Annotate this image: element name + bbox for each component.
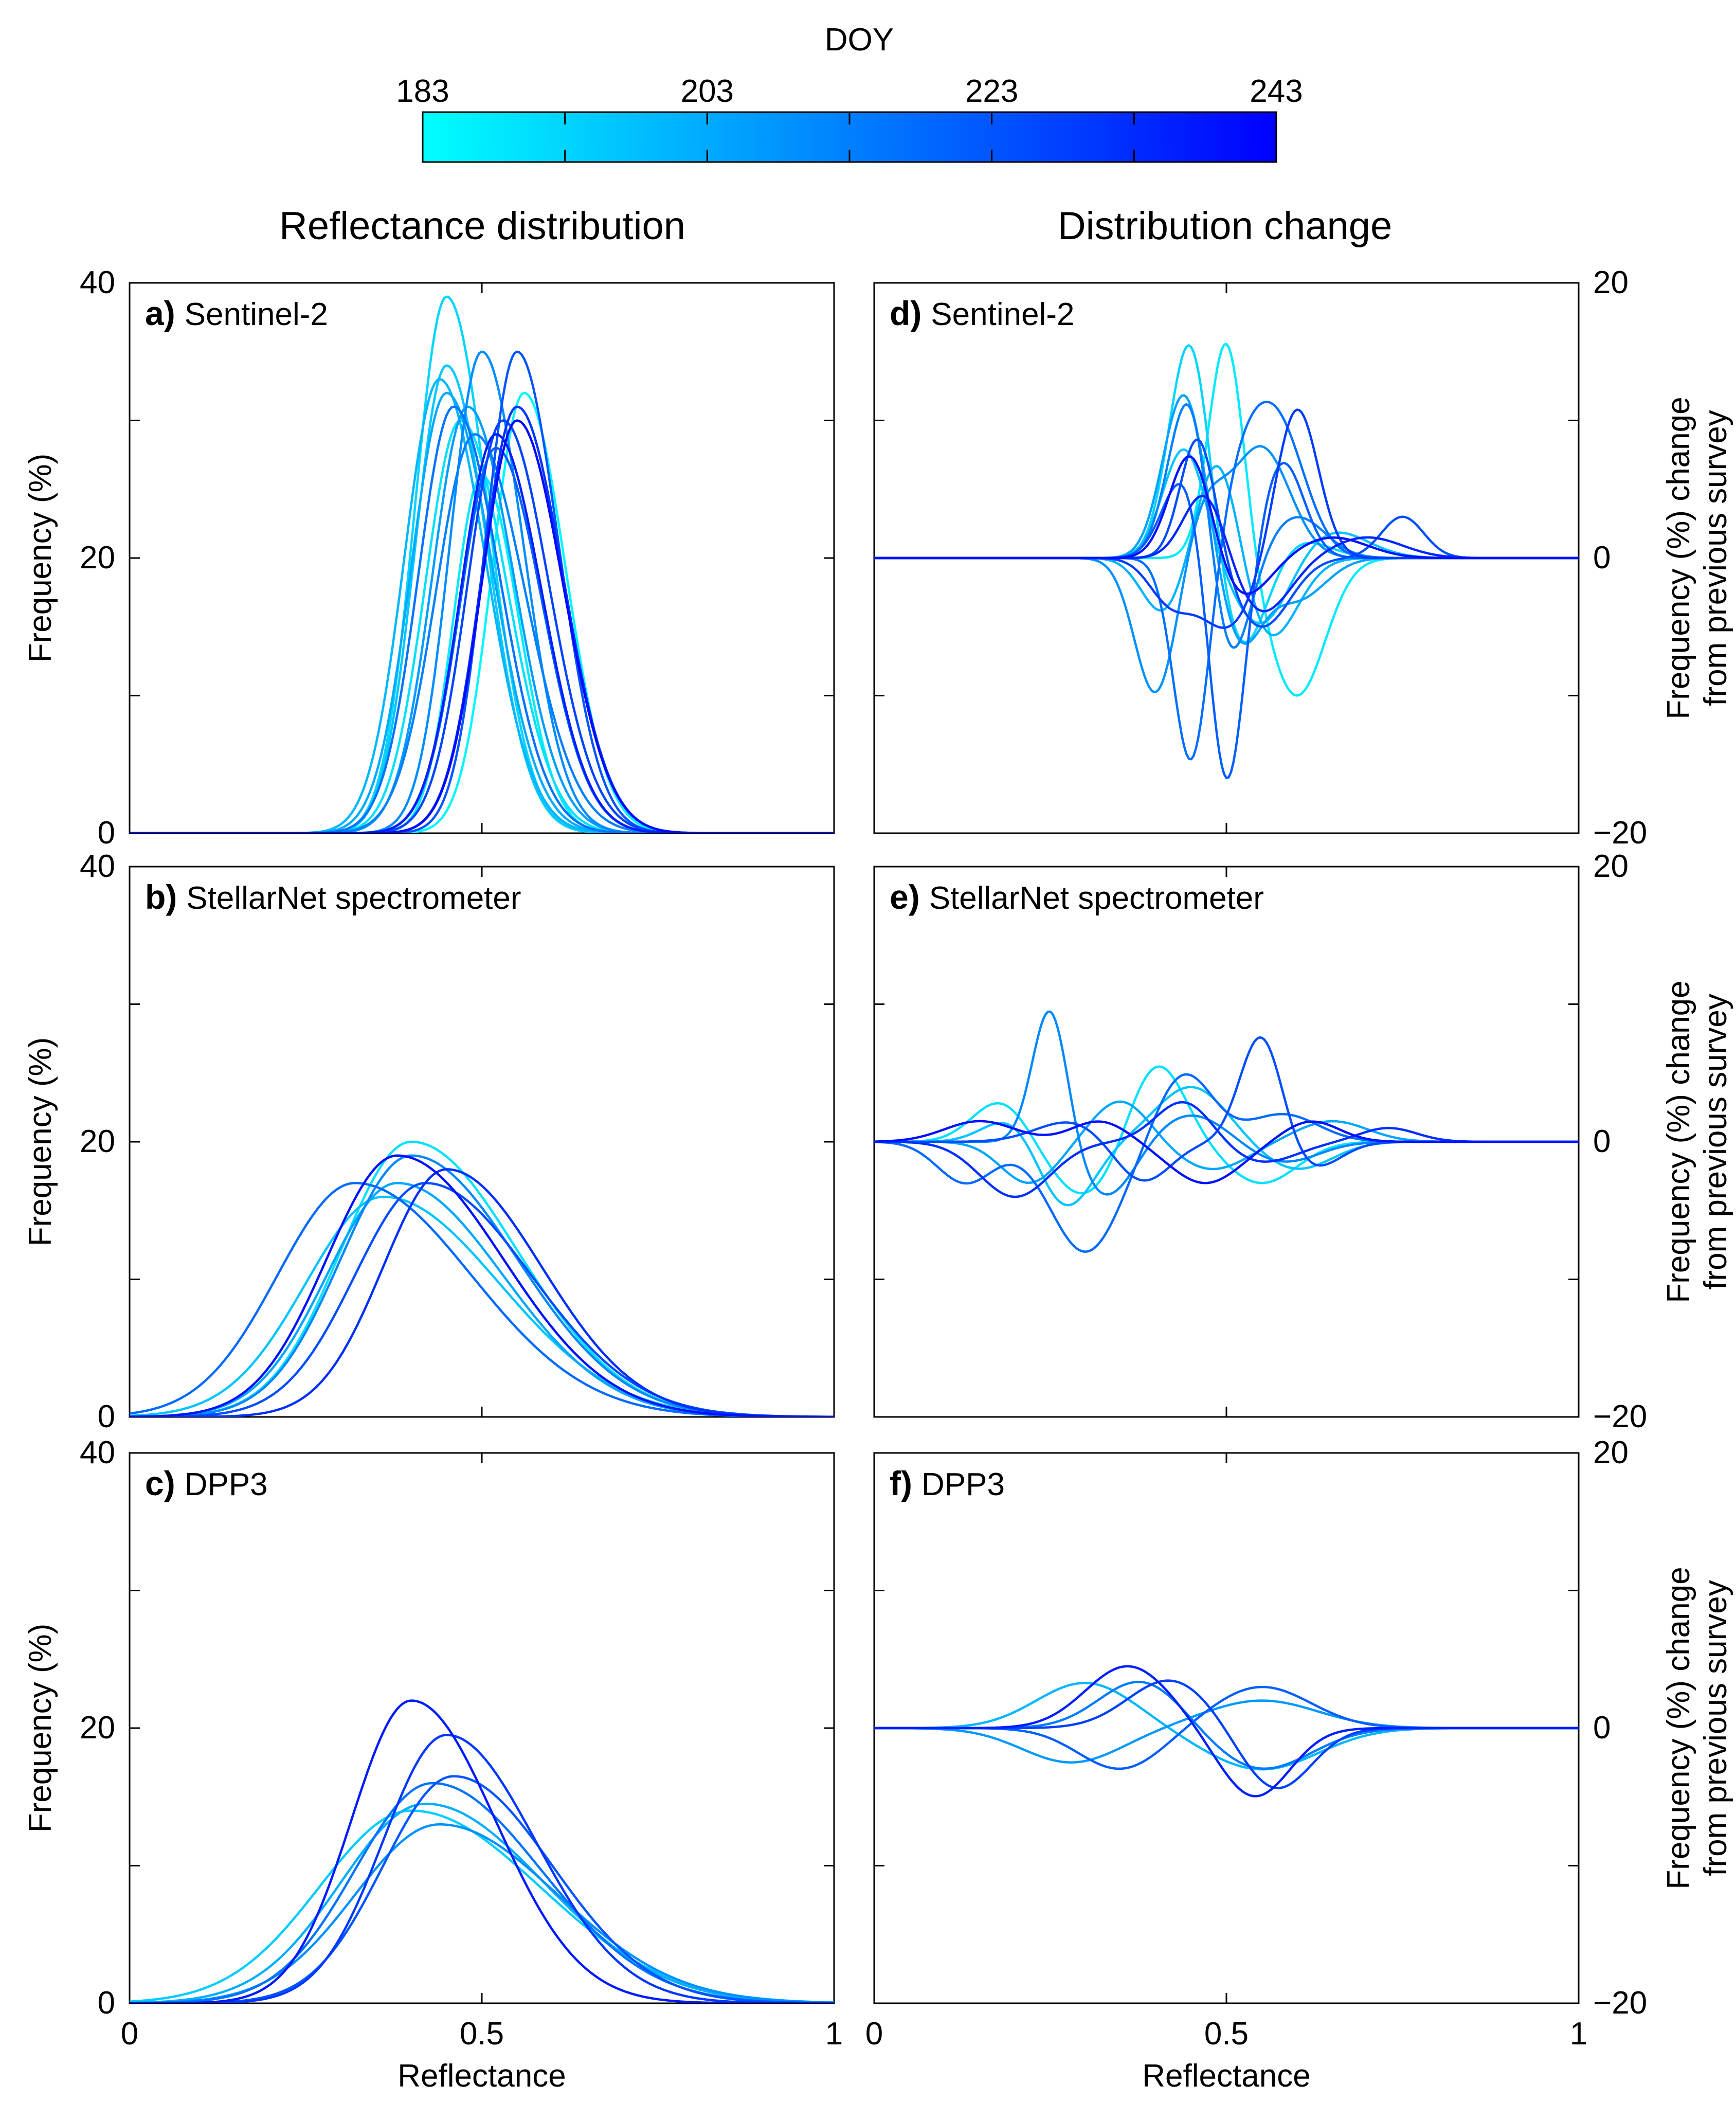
y-axis-label: Frequency (%) changefrom previous survey xyxy=(1661,397,1733,719)
y-axis-label: Frequency (%) xyxy=(23,1624,58,1833)
y-tick-label: 0 xyxy=(98,1985,115,2021)
x-tick-label: 0.5 xyxy=(1204,2016,1249,2052)
series-line-doy-214 xyxy=(874,1681,1579,1770)
colorbar-tick-label: 183 xyxy=(396,74,449,109)
colorbar-tick-label: 243 xyxy=(1250,74,1303,109)
series-line-doy-206 xyxy=(130,405,834,833)
x-axis-label: Reflectance xyxy=(397,2058,566,2094)
y-tick-label: 20 xyxy=(1593,265,1629,300)
right-column-title: Distribution change xyxy=(1058,204,1393,248)
x-tick-label: 1 xyxy=(825,2016,843,2052)
y-tick-label: 0 xyxy=(98,815,115,851)
colorbar-title: DOY xyxy=(825,22,894,58)
y-tick-label: 20 xyxy=(80,540,115,576)
panel-title: a) Sentinel-2 xyxy=(145,294,328,332)
y-tick-label: 20 xyxy=(80,1124,115,1159)
series-line-doy-210 xyxy=(130,350,834,833)
series-line-doy-232 xyxy=(130,1168,834,1417)
panel-frame xyxy=(129,282,835,834)
colorbar-ticks: 183 203 223 243 xyxy=(396,74,1303,162)
panel-b-stellarnet-distribution: 0 20 40 Frequency (%) b) StellarNet spectrome… xyxy=(23,849,835,1434)
x-tick-label: 0 xyxy=(865,2016,883,2052)
panel-frame xyxy=(129,866,835,1418)
series-line-doy-223 xyxy=(130,1775,834,2003)
series-line-doy-196 xyxy=(130,364,834,833)
x-axis-label: Reflectance xyxy=(1142,2058,1310,2094)
series-line-doy-236 xyxy=(874,1665,1579,1798)
y-axis-label: Frequency (%) xyxy=(23,1037,58,1247)
y-axis-label: Frequency (%) changefrom previous survey xyxy=(1661,1567,1733,1889)
x-tick-label: 0 xyxy=(121,2016,138,2052)
panel-a-sentinel2-distribution: 0 20 40 Frequency (%) a) Sentinel-2 xyxy=(23,265,835,851)
panel-e-stellarnet-change: −20 0 20 Frequency (%) changefrom previous … xyxy=(873,849,1733,1434)
series-line-doy-203 xyxy=(130,391,834,833)
series-line-doy-193 xyxy=(874,344,1579,643)
x-tick-label: 0.5 xyxy=(460,2016,504,2052)
y-tick-label: 0 xyxy=(98,1399,115,1434)
series-line-doy-237 xyxy=(130,1699,834,2003)
y-tick-label: 0 xyxy=(1593,1124,1611,1159)
y-axis-label: Frequency (%) changefrom previous survey xyxy=(1661,980,1733,1303)
y-tick-label: −20 xyxy=(1593,815,1647,851)
series-line-doy-225 xyxy=(874,1036,1579,1182)
series-line-doy-227 xyxy=(130,419,834,833)
series-line-doy-213 xyxy=(130,433,834,833)
panel-title: d) Sentinel-2 xyxy=(890,294,1074,332)
series-line-doy-230 xyxy=(130,1734,834,2003)
y-tick-label: 40 xyxy=(80,265,115,300)
y-tick-label: −20 xyxy=(1593,1985,1647,2021)
series-line-doy-239 xyxy=(874,1120,1579,1184)
series-line-doy-209 xyxy=(130,1823,834,2003)
x-tick-label: 1 xyxy=(1570,2016,1587,2052)
series-line-doy-200 xyxy=(874,1682,1579,1771)
series-line-doy-241 xyxy=(130,419,834,833)
series-line-doy-217 xyxy=(874,401,1579,761)
series-line-doy-185 xyxy=(130,391,834,833)
colorbar-tick-label: 223 xyxy=(965,74,1018,109)
series-line-doy-213 xyxy=(874,403,1579,649)
panel-d-sentinel2-change: −20 0 20 Frequency (%) changefrom previous … xyxy=(873,265,1733,851)
series-line-doy-197 xyxy=(130,1195,834,1417)
y-tick-label: 0 xyxy=(1593,1710,1611,1746)
panel-title: c) DPP3 xyxy=(145,1464,268,1502)
y-tick-label: 20 xyxy=(80,1710,115,1746)
y-tick-label: 40 xyxy=(80,1435,115,1470)
panel-title: e) StellarNet spectrometer xyxy=(890,878,1264,916)
series-line-doy-190 xyxy=(130,1140,834,1417)
panel-f-dpp3-change: −20 0 20 0 0.5 1 Reflectance Frequency (%) chan… xyxy=(865,1435,1733,2094)
series-line-doy-239 xyxy=(874,455,1579,595)
panel-title: b) StellarNet spectrometer xyxy=(145,878,521,916)
y-tick-label: −20 xyxy=(1593,1399,1647,1434)
y-tick-label: 20 xyxy=(1593,1435,1629,1470)
series-line-doy-197 xyxy=(874,1086,1579,1207)
panel-c-dpp3-distribution: 0 20 40 0 0.5 1 Reflectance Frequency (%) c) DPP3 xyxy=(23,1435,843,2094)
colorbar-tick-label: 203 xyxy=(681,74,734,109)
series-line-doy-220 xyxy=(130,446,834,833)
series-line-doy-216 xyxy=(130,405,834,833)
y-axis-label: Frequency (%) xyxy=(23,454,58,663)
series-line-doy-231 xyxy=(130,405,834,833)
left-column-title: Reflectance distribution xyxy=(279,204,685,248)
series-line-doy-195 xyxy=(130,1809,834,2003)
series-line-doy-236 xyxy=(130,433,834,833)
y-tick-label: 0 xyxy=(1593,540,1611,576)
panel-frame xyxy=(129,1452,835,2004)
y-tick-label: 20 xyxy=(1593,849,1629,884)
series-line-doy-239 xyxy=(130,1154,834,1417)
colorbar: DOY 183 203 223 243 xyxy=(396,22,1303,163)
series-line-doy-216 xyxy=(130,1782,834,2003)
series-line-doy-202 xyxy=(130,1802,834,2003)
series-line-doy-200 xyxy=(130,378,834,833)
y-tick-label: 40 xyxy=(80,849,115,884)
panel-title: f) DPP3 xyxy=(890,1464,1005,1502)
